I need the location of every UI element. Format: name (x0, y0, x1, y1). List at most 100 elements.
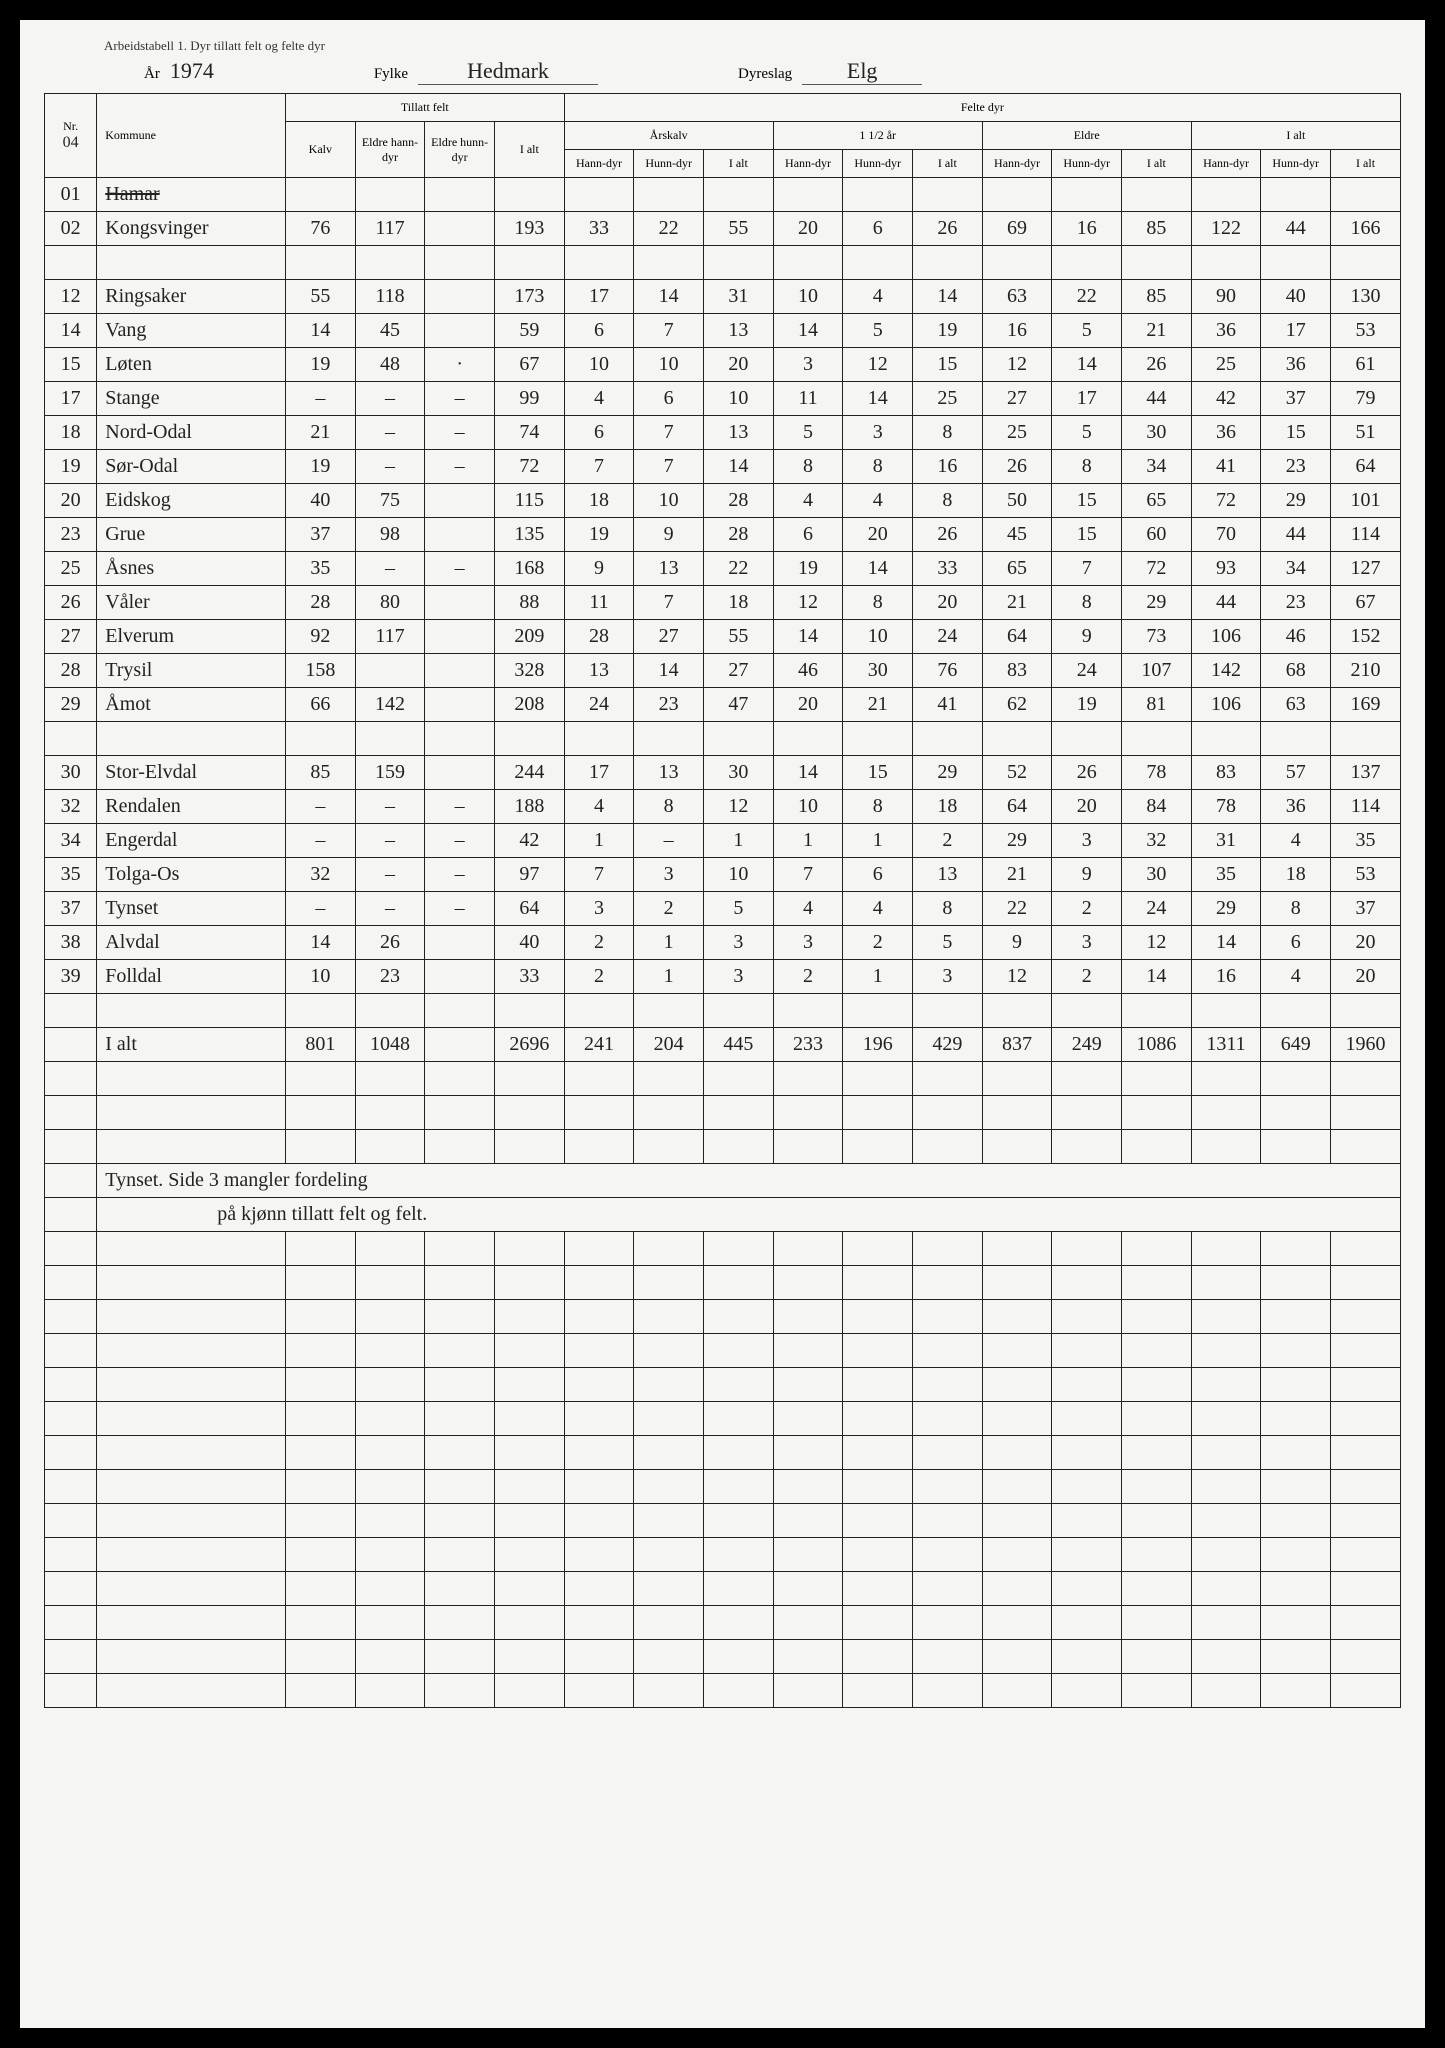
empty-cell (634, 1470, 704, 1504)
cell-value: 5 (913, 926, 983, 960)
cell-value (495, 178, 565, 212)
cell-value: 17 (564, 756, 634, 790)
empty-cell (773, 1334, 843, 1368)
empty-cell (495, 1232, 565, 1266)
cell-value: 8 (843, 586, 913, 620)
empty-cell (773, 1130, 843, 1164)
cell-value (425, 654, 495, 688)
cell-value: 81 (1122, 688, 1192, 722)
empty-cell (355, 1470, 425, 1504)
empty-cell (634, 1606, 704, 1640)
cell-value: 32 (1122, 824, 1192, 858)
empty-cell (1052, 1606, 1122, 1640)
table-head: Nr. 04 Kommune Tillatt felt Felte dyr Ka… (45, 94, 1401, 178)
empty-cell (634, 1266, 704, 1300)
cell-value: 53 (1331, 858, 1401, 892)
cell-value (425, 926, 495, 960)
cell-value: 9 (1052, 620, 1122, 654)
empty-row (45, 1334, 1401, 1368)
empty-cell (1331, 1504, 1401, 1538)
ar-value: 1974 (170, 58, 214, 84)
empty-cell (285, 1368, 355, 1402)
cell-value: 3 (704, 960, 774, 994)
empty-cell (843, 1674, 913, 1708)
cell-value: – (285, 790, 355, 824)
cell-value: 20 (773, 688, 843, 722)
cell-value (1331, 994, 1401, 1028)
empty-cell (1052, 1266, 1122, 1300)
empty-cell (564, 1640, 634, 1674)
cell-value: 9 (564, 552, 634, 586)
cell-value: 8 (843, 450, 913, 484)
cell-value (355, 994, 425, 1028)
data-table: Nr. 04 Kommune Tillatt felt Felte dyr Ka… (44, 93, 1401, 1708)
cell-value (704, 246, 774, 280)
empty-row (45, 1606, 1401, 1640)
cell-value: 21 (982, 586, 1052, 620)
empty-cell (634, 1096, 704, 1130)
empty-cell (982, 1436, 1052, 1470)
cell-value (773, 178, 843, 212)
empty-cell (355, 1640, 425, 1674)
empty-cell (1261, 1504, 1331, 1538)
cell-value: 8 (913, 892, 983, 926)
cell-kommune: Løten (97, 348, 286, 382)
cell-value: 4 (843, 280, 913, 314)
empty-cell (1331, 1674, 1401, 1708)
empty-cell (45, 1232, 97, 1266)
cell-value: 12 (773, 586, 843, 620)
empty-cell (45, 1674, 97, 1708)
empty-cell (1122, 1266, 1192, 1300)
cell-value (704, 178, 774, 212)
empty-cell (495, 1266, 565, 1300)
cell-value (495, 722, 565, 756)
empty-cell (425, 1402, 495, 1436)
th-nr: Nr. 04 (45, 94, 97, 178)
cell-value (425, 280, 495, 314)
empty-cell (564, 1538, 634, 1572)
cell-value: 74 (495, 416, 565, 450)
empty-cell (773, 1368, 843, 1402)
empty-cell (913, 1504, 983, 1538)
empty-cell (1052, 1062, 1122, 1096)
cell-value: 19 (285, 450, 355, 484)
empty-cell (704, 1572, 774, 1606)
cell-value: 53 (1331, 314, 1401, 348)
cell-value: 19 (913, 314, 983, 348)
cell-nr: 26 (45, 586, 97, 620)
cell-value (425, 1028, 495, 1062)
empty-cell (1122, 1096, 1192, 1130)
cell-value: 46 (773, 654, 843, 688)
cell-value: 122 (1191, 212, 1261, 246)
cell-value: 21 (1122, 314, 1192, 348)
empty-cell (425, 1538, 495, 1572)
empty-cell (843, 1232, 913, 1266)
cell-value: 168 (495, 552, 565, 586)
cell-value: 2 (1052, 892, 1122, 926)
empty-cell (773, 1062, 843, 1096)
empty-cell (45, 1062, 97, 1096)
empty-cell (1052, 1368, 1122, 1402)
cell-kommune: Vang (97, 314, 286, 348)
cell-value: 118 (355, 280, 425, 314)
empty-cell (1052, 1538, 1122, 1572)
cell-value: 37 (1261, 382, 1331, 416)
cell-kommune: Ringsaker (97, 280, 286, 314)
cell-nr: 37 (45, 892, 97, 926)
cell-value: 21 (843, 688, 913, 722)
cell-value: 4 (843, 892, 913, 926)
empty-cell (913, 1300, 983, 1334)
cell-kommune: Åsnes (97, 552, 286, 586)
empty-cell (495, 1130, 565, 1164)
cell-value: 51 (1331, 416, 1401, 450)
cell-value (285, 722, 355, 756)
cell-value: 32 (285, 858, 355, 892)
cell-value: 14 (843, 382, 913, 416)
empty-cell (1052, 1640, 1122, 1674)
empty-cell (1052, 1232, 1122, 1266)
note-text: på kjønn tillatt felt og felt. (97, 1198, 1401, 1232)
cell-value: 34 (1122, 450, 1192, 484)
cell-value (982, 178, 1052, 212)
empty-cell (913, 1640, 983, 1674)
empty-cell (495, 1300, 565, 1334)
